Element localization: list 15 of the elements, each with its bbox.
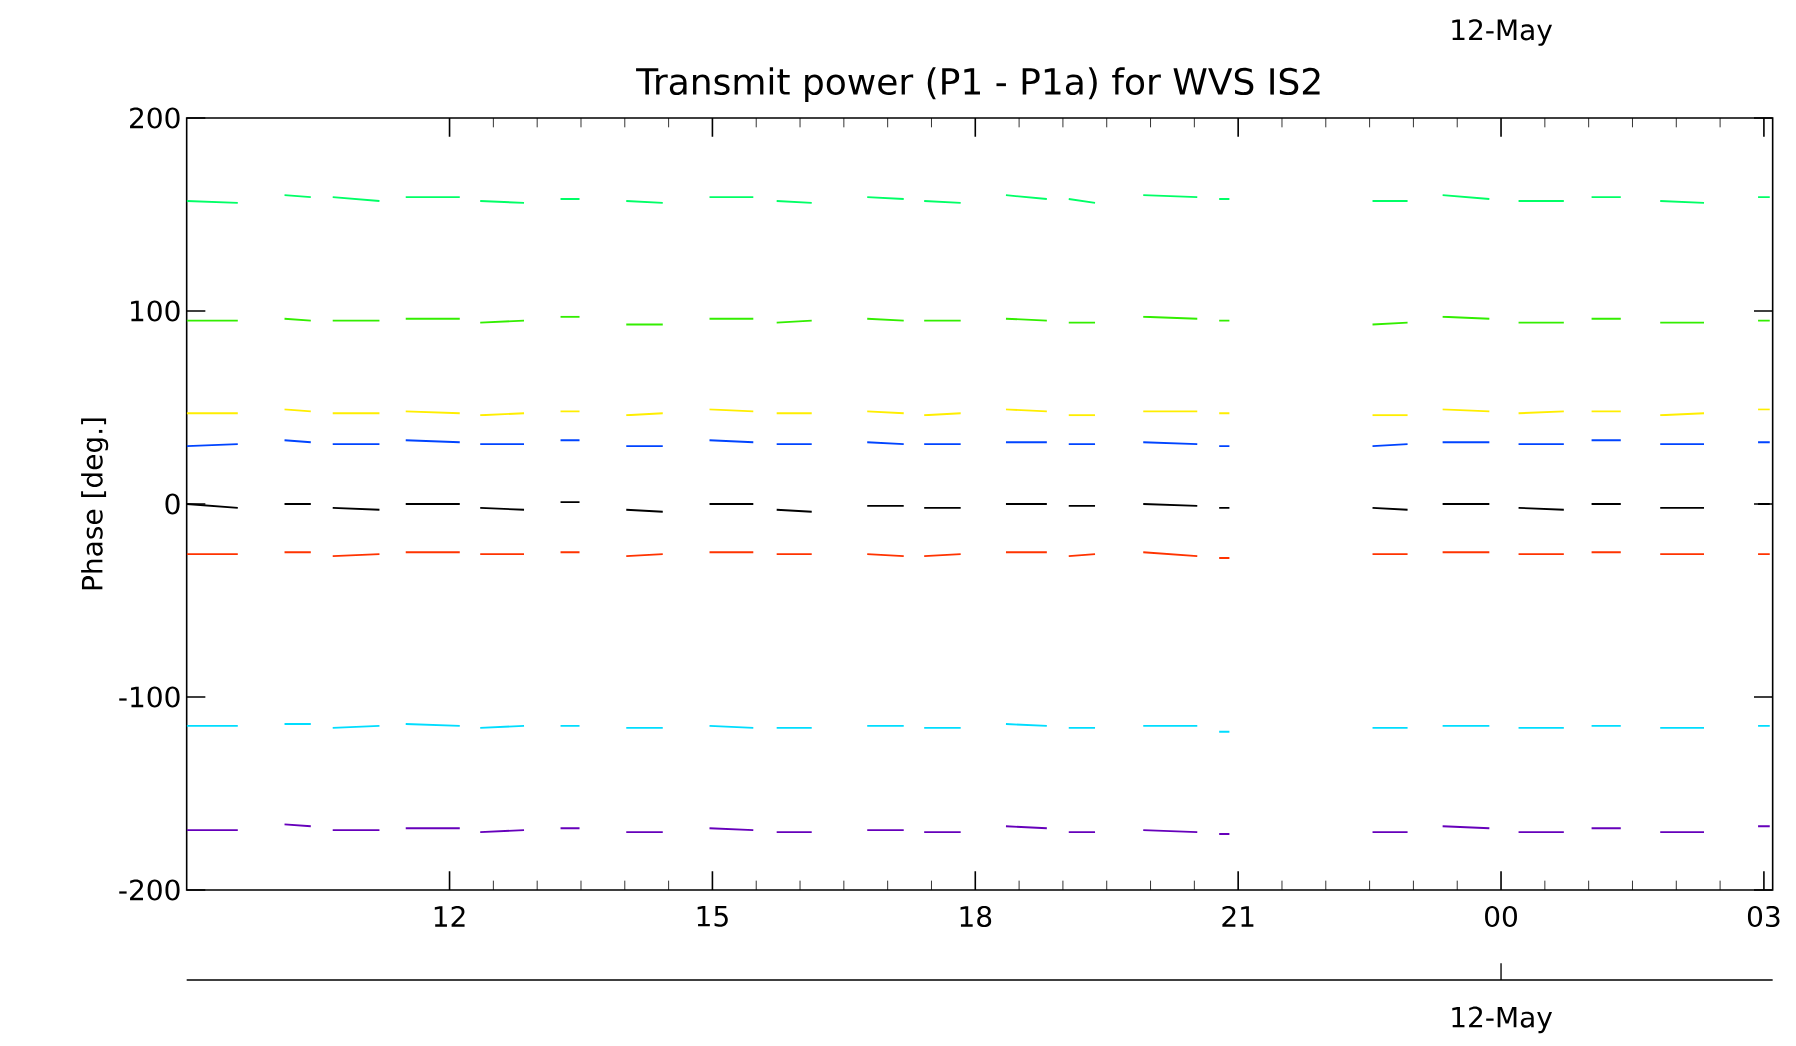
y-tick-label: -200 — [119, 879, 180, 901]
x-tick-label: 18 — [960, 905, 992, 928]
x-tick-label: 15 — [697, 905, 728, 927]
text: 12-May — [1452, 19, 1553, 46]
y-tick-label: 0 — [165, 493, 180, 515]
x-tick-label: 12 — [434, 905, 465, 927]
text: 12-May — [1452, 1006, 1553, 1034]
y-tick-label: 100 — [131, 300, 180, 322]
x-tick-label: 00 — [1485, 905, 1517, 928]
y-tick-label: -100 — [119, 686, 180, 708]
x-tick-label: 03 — [1747, 905, 1780, 928]
chart-title: Transmit power (P1 - P1a) for WVS IS2 — [636, 67, 1320, 103]
y-tick-label: 200 — [130, 107, 180, 129]
x-tick-label: 21 — [1222, 905, 1254, 927]
y-axis-title: Phase [deg.] — [81, 418, 109, 590]
